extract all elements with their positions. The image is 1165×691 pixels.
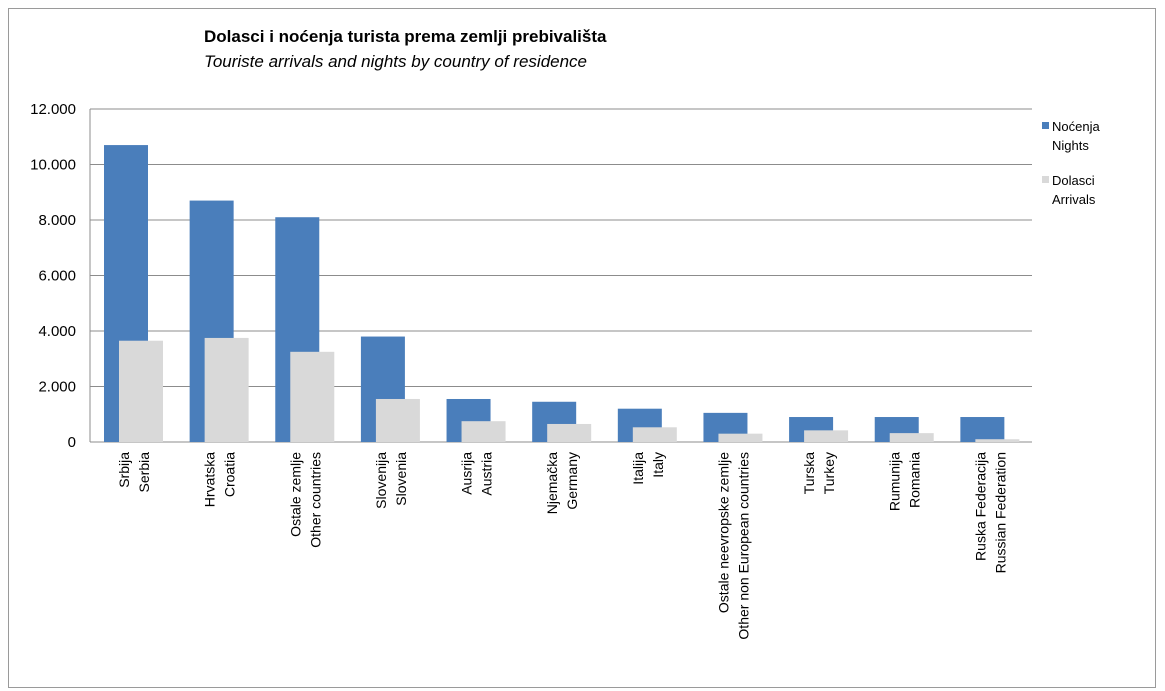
bar-arrivals [804,430,849,442]
x-tick-label-english: Austria [479,452,495,496]
y-tick-label: 10.000 [30,157,76,174]
x-tick-label-local: Ostale neevropske zemlje [715,452,731,613]
y-tick-label: 12.000 [30,101,76,118]
x-tick-label: Slovenija Slovenia [373,452,409,509]
chart-subtitle: Touriste arrivals and nights by country … [204,52,588,71]
x-tick-label: Hrvatska Croatia [202,452,238,507]
x-tick-label-english: Croatia [222,452,238,497]
x-tick-label-english: Other countries [307,452,323,548]
bar-arrivals [375,398,420,442]
x-tick-label: Italija Italy [630,452,666,485]
x-tick-label-local: Ruska Federacija [972,452,988,561]
x-tick-label-english: Italy [650,452,666,478]
bars [104,145,1020,442]
x-tick-label: Rumunija Romania [887,452,923,511]
x-tick-label: Ostale zemlje Other countries [287,452,323,548]
x-tick-label-local: Italija [630,452,646,485]
x-tick-label: Njemačka Germany [544,452,580,514]
legend: Noćenja Nights Dolasci Arrivals [1042,119,1100,207]
bar-arrivals [204,337,249,442]
y-tick-label: 0 [68,434,76,451]
x-tick-label-english: Other non European countries [735,452,751,640]
bar-nights [960,417,1005,442]
x-tick-label-local: Turska [801,452,817,494]
y-tick-label: 4.000 [38,323,76,340]
x-axis-labels: Srbija Serbia Hrvatska Croatia Ostale zemlje… [116,452,1008,640]
x-tick-label-english: Serbia [136,452,152,493]
legend-label-english: Arrivals [1052,192,1096,207]
x-tick-label-local: Ausrija [459,452,475,495]
x-tick-label-local: Slovenija [373,452,389,509]
x-tick-label-english: Russian Federation [992,452,1008,573]
legend-label: Dolasci [1052,173,1095,188]
legend-swatch [1042,176,1049,183]
bar-arrivals [119,340,163,442]
y-tick-label: 8.000 [38,212,76,229]
y-tick-label: 6.000 [38,268,76,285]
x-tick-label-english: Romania [907,452,923,508]
x-tick-label-local: Hrvatska [202,452,218,507]
bar-arrivals [718,433,763,442]
x-tick-label: Ausrija Austria [459,452,495,496]
chart-title: Dolasci i noćenja turista prema zemlji p… [204,27,607,46]
x-tick-label-local: Njemačka [544,452,560,514]
legend-swatch [1042,122,1049,129]
x-tick-label: Ruska Federacija Russian Federation [972,452,1008,574]
legend-label: Noćenja [1052,119,1100,134]
bar-arrivals [975,439,1020,442]
bar-arrivals [547,423,592,442]
x-tick-label-local: Rumunija [887,452,903,511]
x-tick-label-local: Ostale zemlje [287,452,303,537]
bar-arrivals [632,427,677,442]
bar-arrivals [290,351,335,442]
x-tick-label-english: Turkey [821,452,837,494]
y-tick-label: 2.000 [38,379,76,396]
x-tick-label: Ostale neevropske zemlje Other non Europe… [715,452,751,640]
x-tick-label-local: Srbija [116,452,132,488]
legend-label-english: Nights [1052,138,1089,153]
bar-arrivals [461,421,506,442]
x-tick-label: Srbija Serbia [116,452,152,493]
x-tick-label: Turska Turkey [801,452,837,494]
x-tick-label-english: Germany [564,452,580,510]
bar-arrivals [889,433,934,442]
x-tick-label-english: Slovenia [393,452,409,506]
y-axis: 0 2.000 4.000 6.000 8.000 10.000 12.000 [30,101,91,451]
